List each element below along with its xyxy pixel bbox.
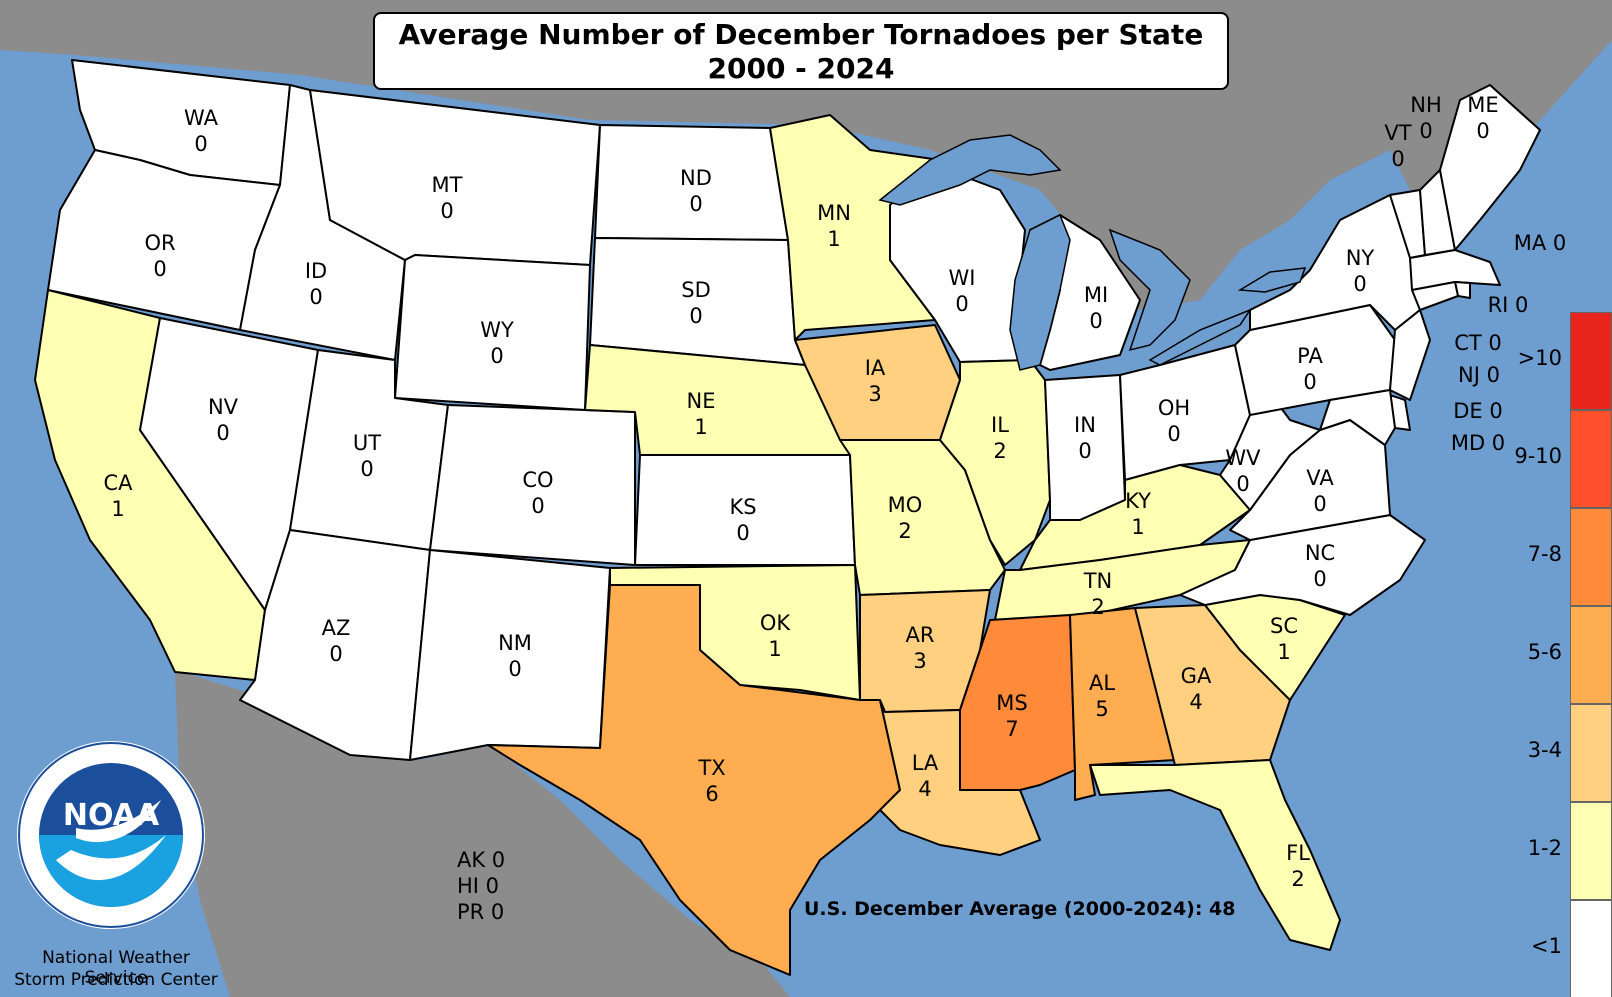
state-label-mn: MN 1	[817, 201, 851, 251]
us-average-text: U.S. December Average (2000-2024): 48	[804, 898, 1236, 920]
state-label-mi: MI 0	[1084, 283, 1108, 333]
territory-hi: HI 0	[457, 874, 500, 898]
state-label-sc: SC 1	[1270, 614, 1298, 664]
credit-line2: Storm Prediction Center	[14, 970, 218, 990]
state-label-nd: ND 0	[680, 166, 712, 216]
state-tx	[487, 584, 901, 976]
legend	[1570, 312, 1612, 997]
legend-swatch-3	[1570, 606, 1612, 704]
state-label-nc: NC 0	[1305, 541, 1335, 591]
legend-swatch-1	[1570, 410, 1612, 508]
legend-label-4: 3-4	[1527, 738, 1562, 762]
lake-erie	[1148, 308, 1252, 366]
state-nm	[409, 549, 611, 761]
legend-swatch-4	[1570, 704, 1612, 802]
state-label-ny: NY 0	[1346, 246, 1375, 296]
state-label-ne: NE 1	[687, 389, 716, 439]
state-label-de: DE 0	[1453, 399, 1502, 423]
legend-swatch-5	[1570, 802, 1612, 900]
state-wy	[394, 254, 591, 411]
state-label-oh: OH 0	[1158, 396, 1190, 446]
state-label-ms: MS 7	[996, 691, 1027, 741]
state-label-ut: UT 0	[353, 431, 381, 481]
state-label-ca: CA 1	[103, 471, 133, 521]
state-label-va: VA 0	[1306, 466, 1334, 516]
state-label-nh: NH 0	[1410, 93, 1442, 143]
state-label-id: ID 0	[305, 259, 327, 309]
state-label-ri: RI 0	[1488, 293, 1529, 317]
state-label-in: IN 0	[1074, 413, 1096, 463]
legend-label-3: 5-6	[1527, 640, 1562, 664]
noaa-logo: NOAA	[17, 741, 205, 929]
state-label-me: ME 0	[1467, 93, 1498, 143]
state-label-md: MD 0	[1451, 431, 1505, 455]
state-label-wi: WI 0	[949, 266, 976, 316]
state-label-ok: OK 1	[760, 611, 792, 661]
state-label-nm: NM 0	[498, 631, 532, 681]
state-md	[1319, 389, 1396, 446]
legend-swatch-0	[1570, 312, 1612, 410]
lake-michigan	[1009, 213, 1071, 371]
lake-superior	[878, 134, 1062, 206]
state-label-tx: TX 6	[697, 756, 725, 806]
mexico-landmass	[175, 670, 790, 997]
territory-ak: AK 0	[457, 848, 506, 872]
legend-swatch-2	[1570, 508, 1612, 606]
state-label-nv: NV 0	[208, 395, 239, 445]
state-label-ks: KS 0	[729, 495, 756, 545]
lake-huron	[1108, 228, 1191, 352]
state-label-mo: MO 2	[888, 493, 923, 543]
state-label-ma: MA 0	[1514, 231, 1567, 255]
map-title: Average Number of December Tornadoes per…	[398, 18, 1204, 51]
state-label-vt: VT 0	[1384, 121, 1411, 171]
state-label-ky: KY 1	[1125, 489, 1151, 539]
lake-ontario	[1237, 267, 1307, 293]
state-label-al: AL 5	[1089, 671, 1115, 721]
legend-label-1: 9-10	[1514, 444, 1562, 468]
state-label-ia: IA 3	[865, 356, 886, 406]
state-nj	[1389, 309, 1431, 401]
state-label-wv: WV 0	[1225, 446, 1261, 496]
state-label-wa: WA 0	[184, 106, 219, 156]
map-subtitle: 2000 - 2024	[707, 52, 895, 85]
state-fl	[1089, 759, 1341, 951]
state-label-wy: WY 0	[480, 318, 514, 368]
state-label-sd: SD 0	[681, 278, 711, 328]
state-label-la: LA 4	[912, 751, 939, 801]
state-co	[429, 404, 636, 566]
state-label-fl: FL 2	[1286, 841, 1310, 891]
legend-label-0: >10	[1517, 346, 1562, 370]
territory-pr: PR 0	[457, 900, 505, 924]
state-label-il: IL 2	[991, 413, 1009, 463]
state-me	[1439, 84, 1541, 251]
map-title-box: Average Number of December Tornadoes per…	[373, 12, 1229, 90]
credit-line1: National Weather Service	[42, 948, 190, 988]
state-label-pa: PA 0	[1297, 344, 1323, 394]
svg-text:NOAA: NOAA	[63, 798, 160, 833]
state-label-co: CO 0	[522, 468, 553, 518]
legend-swatch-6	[1570, 900, 1612, 997]
state-label-nj: NJ 0	[1458, 363, 1500, 387]
legend-label-5: 1-2	[1527, 836, 1562, 860]
legend-label-2: 7-8	[1527, 542, 1562, 566]
state-label-ct: CT 0	[1454, 331, 1502, 355]
state-il	[939, 359, 1051, 566]
state-label-mt: MT 0	[432, 173, 463, 223]
state-labels: WA 0 OR 0 CA 1 ID 0 NV 0 MT 0 WY 0 UT 0 AZ 0 CO 0 NM 0 ND 0 SD 0 N…	[103, 93, 1566, 891]
legend-label-6: <1	[1531, 934, 1562, 958]
state-label-az: AZ 0	[322, 616, 351, 666]
state-ct	[1411, 281, 1459, 311]
state-label-ga: GA 4	[1181, 664, 1212, 714]
state-label-ar: AR 3	[906, 623, 935, 673]
state-label-or: OR 0	[144, 231, 175, 281]
state-label-tn: TN 2	[1083, 569, 1113, 619]
